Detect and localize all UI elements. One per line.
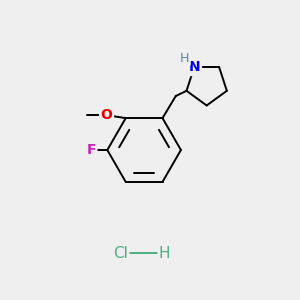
Text: H: H <box>159 246 170 261</box>
Text: F: F <box>86 143 96 157</box>
Text: O: O <box>100 108 112 122</box>
Text: N: N <box>188 60 200 74</box>
Text: H: H <box>180 52 190 65</box>
Text: Cl: Cl <box>113 246 128 261</box>
